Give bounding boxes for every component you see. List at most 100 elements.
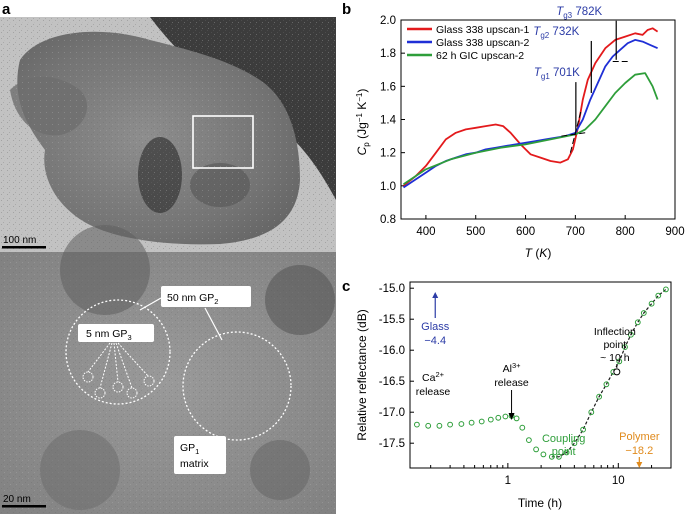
chart-c-data-point — [540, 451, 547, 458]
gp2-pointer-left — [139, 297, 162, 311]
gp3-pointers — [87, 342, 149, 389]
chart-c-y-tick-label: -16.5 — [379, 376, 405, 388]
micrograph-bottom-dark-patch-2 — [265, 265, 335, 335]
scale-bar-bottom — [2, 505, 46, 508]
chart-c-data-point — [513, 415, 520, 422]
chart-c-polymer-label: Polymer — [619, 431, 660, 443]
panel-c: c 1 10 -15.0 -15.5 -16.0 -16.5 -17.0 -17.5 Glas… — [342, 278, 672, 510]
chart-b-series-line-1 — [402, 27, 659, 187]
chart-b-y-tick-label: 1.4 — [380, 115, 397, 127]
chart-b-y-tick-label: 1.6 — [380, 81, 396, 93]
chart-b-legend-label: Glass 338 upscan-2 — [436, 37, 530, 49]
chart-b-legend-label: Glass 338 upscan-1 — [436, 24, 530, 36]
chart-c-x-tick-label: 1 — [505, 475, 511, 487]
chart-c-inflection-label-2: point — [603, 339, 626, 351]
chart-c-data-point — [487, 416, 494, 423]
chart-c-data-point — [495, 414, 502, 421]
chart-c-annotations: Glass −4.4 Polymer −18.2 Ca2+ release Al3+ rele… — [416, 292, 660, 468]
chart-c-data-point — [533, 446, 539, 453]
micrograph-bottom-dark-patch — [60, 225, 150, 315]
chart-c-data-point — [616, 358, 623, 365]
chart-c-al-arrowhead — [508, 413, 515, 420]
gp2-label-box — [161, 286, 251, 307]
chart-c-data-point — [556, 453, 562, 460]
chart-c-y-tick-label: -15.0 — [379, 283, 405, 295]
panel-label-b: b — [342, 1, 351, 18]
chart-c-data-point — [648, 300, 655, 307]
chart-b-tangent-line — [561, 132, 586, 137]
chart-c-data-point — [414, 421, 420, 428]
gp3-label-box — [78, 324, 154, 342]
chart-b-legend-label: 62 h GIC upscan-2 — [436, 50, 524, 62]
chart-c-data-point — [634, 319, 641, 326]
chart-c-polymer-arrowhead — [636, 462, 643, 468]
chart-c-coupling-label: Coupling — [542, 433, 585, 445]
chart-c-data-point — [526, 437, 532, 444]
chart-b-x-tick-label: 400 — [416, 226, 435, 238]
chart-c-data-point — [548, 453, 555, 460]
chart-b-tg-label: Tg3 782K — [556, 6, 602, 20]
chart-b-y-tick-label: 1.2 — [380, 148, 396, 160]
chart-c-y-tick-label: -17.5 — [379, 438, 405, 450]
chart-b-tg-label: Tg1 701K — [534, 67, 580, 81]
chart-c-data-point — [478, 418, 485, 425]
micrograph-top-texture — [0, 17, 336, 252]
chart-b-x-tick-label: 800 — [616, 226, 635, 238]
chart-c-ca-label: Ca2+ — [422, 370, 445, 384]
chart-c-data-point — [436, 422, 443, 429]
chart-b-y-tick-label: 2.0 — [380, 15, 396, 27]
chart-c-inflection-label: Inflection — [594, 326, 636, 338]
chart-c-frame — [409, 281, 672, 469]
chart-c-data-point — [447, 421, 454, 428]
chart-c-data-point — [425, 422, 432, 429]
gp2-pointer-right — [204, 307, 223, 341]
chart-c-inflection-marker — [613, 368, 621, 376]
chart-c-y-tick-label: -17.0 — [379, 407, 405, 419]
micrograph-bottom-dark-patch-4 — [250, 440, 310, 500]
chart-c-data-point — [571, 440, 578, 447]
chart-b-x-tick-label: 600 — [516, 226, 535, 238]
chart-c-inflection-label-3: ~ 10 h — [600, 352, 630, 364]
chart-b-x-tick-label: 700 — [566, 226, 585, 238]
chart-b-y-tick-label: 0.8 — [380, 214, 396, 226]
chart-c-data-point — [603, 381, 610, 388]
micrograph-top-zoom-box — [192, 115, 254, 169]
gp1-matrix-label: matrix — [180, 458, 209, 470]
chart-c-data-point — [588, 409, 595, 416]
gp2-region-circle — [182, 331, 292, 441]
panel-b: b 400 500 600 700 800 900 0.8 1.0 1.2 1.4 1.6 1.8 2.… — [342, 1, 685, 260]
panel-label-a: a — [2, 1, 11, 18]
chart-c-al-release: release — [494, 377, 529, 389]
chart-c-y-tick-label: -15.5 — [379, 314, 405, 326]
chart-b-x-tick-label: 500 — [466, 226, 485, 238]
chart-c-data-point — [563, 449, 570, 456]
gp1-label-box — [174, 436, 226, 474]
panel-label-c: c — [342, 278, 350, 295]
chart-c-data-point — [622, 344, 628, 351]
chart-b-y-axis-label: Cp (Jg−1 K−1) — [355, 89, 371, 156]
chart-c-data-point — [663, 286, 669, 293]
chart-c-glass-label: Glass — [421, 321, 450, 333]
chart-b-y-tick-label: 1.8 — [380, 48, 396, 60]
chart-b-x-axis-label: T (K) — [525, 246, 552, 260]
chart-c-ca-release: release — [416, 386, 451, 398]
scale-bar-top-label: 100 nm — [3, 235, 36, 246]
chart-b-series-line-2 — [402, 39, 658, 189]
panel-a: a 100 nm 50 nm GP2 — [0, 1, 336, 514]
chart-c-x-axis-label: Time (h) — [518, 496, 562, 510]
scale-bar-top — [2, 246, 46, 249]
chart-c-coupling-label-2: point — [552, 446, 576, 458]
chart-b-axes: 400 500 600 700 800 900 0.8 1.0 1.2 1.4 1.6 1.8 2.0 — [380, 15, 685, 238]
chart-c-data-point — [468, 419, 475, 426]
gp1-label: GP1 — [180, 442, 199, 456]
chart-c-data-point — [458, 421, 465, 427]
chart-c-data-point — [580, 426, 586, 433]
chart-b-annotations: Tg1 701K Tg2 732K Tg3 782K — [533, 6, 617, 132]
micrograph-bottom: 50 nm GP2 5 nm GP3 GP1 matrix — [0, 225, 336, 514]
chart-c-data-point — [502, 413, 509, 420]
chart-c-glass-value: −4.4 — [424, 335, 446, 347]
chart-b-series-line-3 — [403, 72, 659, 185]
chart-c-data-point — [596, 393, 602, 400]
chart-c-data-point — [655, 292, 662, 299]
